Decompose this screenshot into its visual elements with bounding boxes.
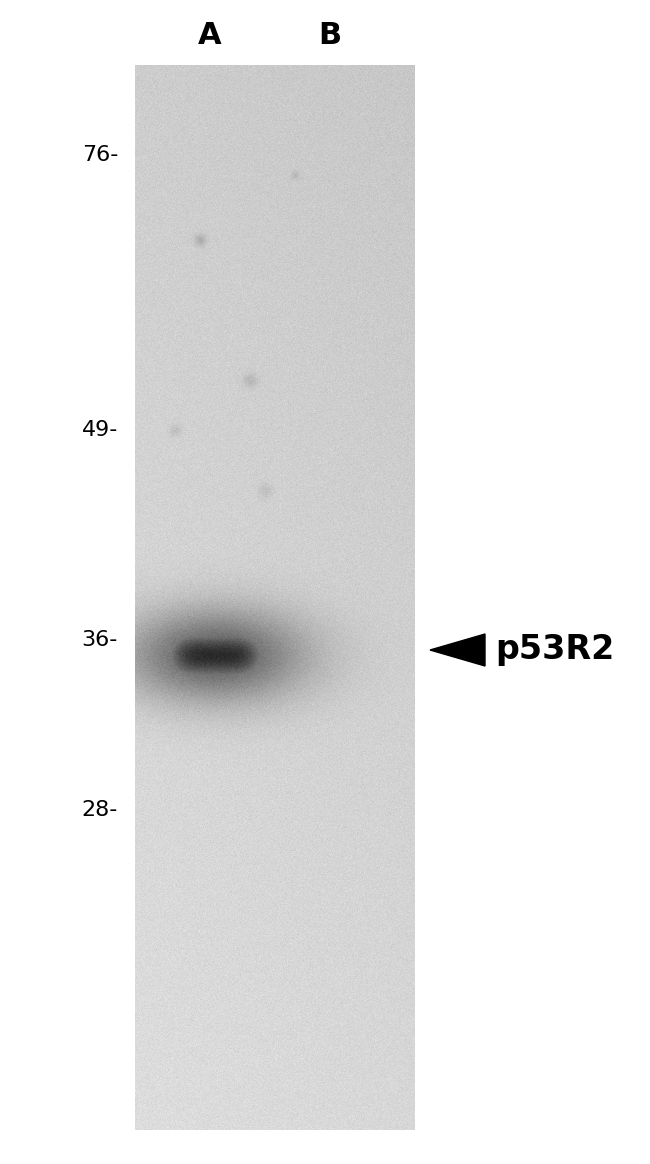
Text: B: B bbox=[318, 21, 341, 50]
Text: p53R2: p53R2 bbox=[495, 633, 614, 667]
Text: 28-: 28- bbox=[82, 800, 118, 819]
Text: A: A bbox=[198, 21, 222, 50]
Text: 49-: 49- bbox=[82, 420, 118, 440]
FancyArrow shape bbox=[430, 634, 485, 666]
Text: 76-: 76- bbox=[82, 146, 118, 165]
Text: 36-: 36- bbox=[82, 630, 118, 650]
